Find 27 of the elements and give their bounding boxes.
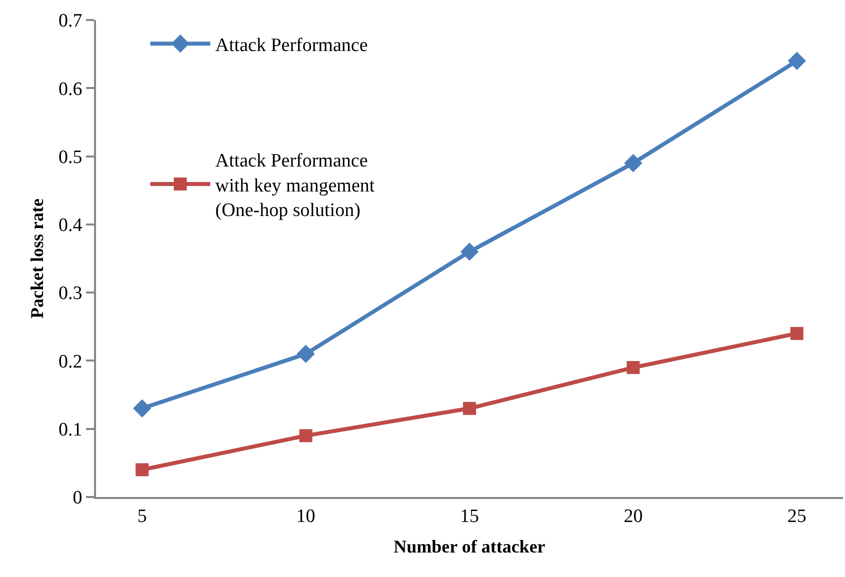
y-tick-label: 0.4 [58, 215, 83, 236]
point [133, 399, 152, 418]
point [463, 402, 476, 415]
point [626, 361, 640, 374]
point [136, 463, 149, 476]
legend-label: Attack Performance with key mangement (One-hop solution) [215, 150, 376, 222]
point [296, 344, 315, 363]
x-tick-label: 25 [787, 506, 806, 527]
y-tick-label: 0 [72, 488, 82, 509]
y-tick-label: 0.6 [58, 78, 82, 100]
point [788, 52, 806, 70]
y-axis-title: Packet loss rate [27, 198, 48, 318]
y-tick-label: 0.3 [58, 283, 82, 304]
x-tick-label: 20 [624, 506, 643, 527]
legend-label: Attack Performance [215, 35, 368, 56]
x-tick-label: 10 [296, 506, 316, 527]
point [624, 154, 642, 172]
x-tick-label: 5 [137, 506, 147, 527]
y-tick-label: 0.2 [58, 351, 82, 372]
y-tick-label: 0.1 [58, 420, 82, 441]
y-tick-label: 0.7 [58, 10, 82, 32]
x-axis-title: Number of attacker [394, 536, 546, 556]
x-tick-label: 15 [460, 506, 479, 527]
point [790, 326, 804, 340]
point [460, 242, 479, 261]
point [299, 429, 312, 442]
y-tick-label: 0.5 [58, 146, 82, 168]
